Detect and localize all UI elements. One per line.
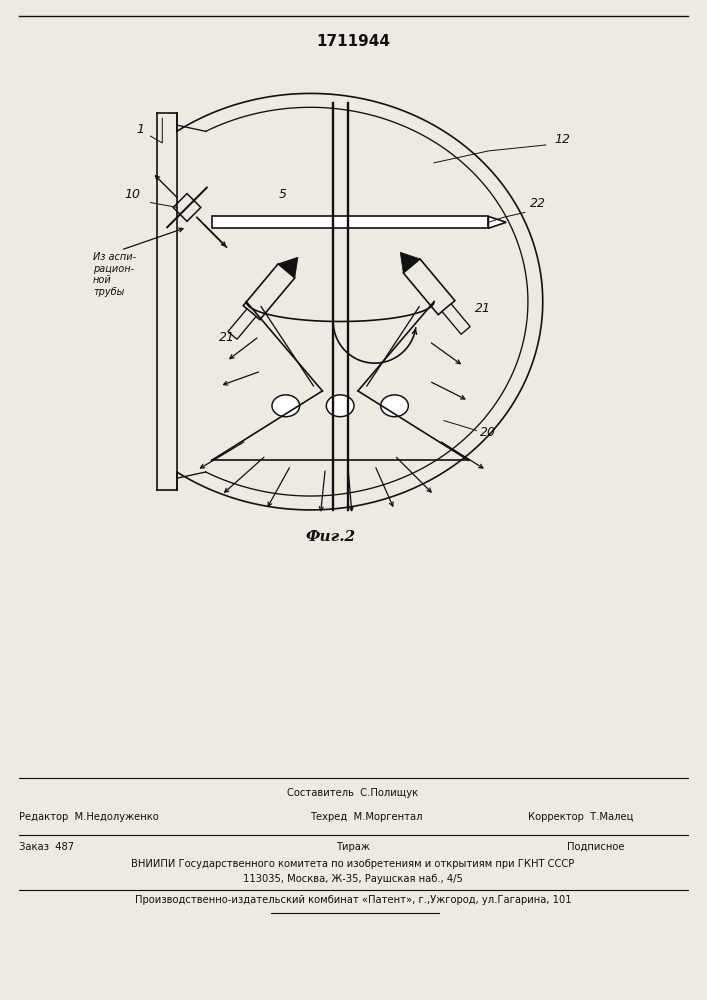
Text: Фиг.2: Фиг.2 (305, 530, 356, 544)
Polygon shape (403, 259, 455, 315)
Text: 1711944: 1711944 (316, 34, 390, 49)
Text: Техред  М.Моргентал: Техред М.Моргентал (310, 812, 423, 822)
Text: Из аспи-
рацион-
ной
трубы: Из аспи- рацион- ной трубы (93, 252, 136, 297)
Text: Составитель  С.Полищук: Составитель С.Полищук (288, 788, 419, 798)
Text: 21: 21 (218, 331, 235, 344)
Text: 21: 21 (475, 302, 491, 315)
Polygon shape (489, 216, 506, 228)
Text: 20: 20 (480, 426, 496, 439)
Polygon shape (278, 257, 298, 278)
Polygon shape (442, 304, 470, 334)
Ellipse shape (272, 395, 300, 417)
Text: Производственно-издательский комбинат «Патент», г.,Ужгород, ул.Гагарина, 101: Производственно-издательский комбинат «П… (135, 895, 571, 905)
Ellipse shape (327, 395, 354, 417)
Text: Заказ  487: Заказ 487 (19, 842, 74, 852)
Ellipse shape (380, 395, 409, 417)
Polygon shape (228, 309, 256, 339)
Text: Редактор  М.Недолуженко: Редактор М.Недолуженко (19, 812, 159, 822)
Text: 113035, Москва, Ж-35, Раушская наб., 4/5: 113035, Москва, Ж-35, Раушская наб., 4/5 (243, 874, 463, 884)
Bar (211, 216, 489, 228)
Text: Корректор  Т.Малец: Корректор Т.Малец (528, 812, 633, 822)
Text: 10: 10 (124, 188, 141, 201)
Text: Подписное: Подписное (568, 842, 625, 852)
Polygon shape (243, 264, 295, 320)
Text: 22: 22 (530, 197, 546, 210)
Text: ВНИИПИ Государственного комитета по изобретениям и открытиям при ГКНТ СССР: ВНИИПИ Государственного комитета по изоб… (132, 859, 575, 869)
Polygon shape (173, 194, 201, 221)
Text: 12: 12 (554, 133, 571, 146)
Polygon shape (400, 252, 420, 273)
Text: Тираж: Тираж (336, 842, 370, 852)
Text: 1: 1 (136, 123, 144, 136)
Text: 5: 5 (279, 188, 287, 201)
